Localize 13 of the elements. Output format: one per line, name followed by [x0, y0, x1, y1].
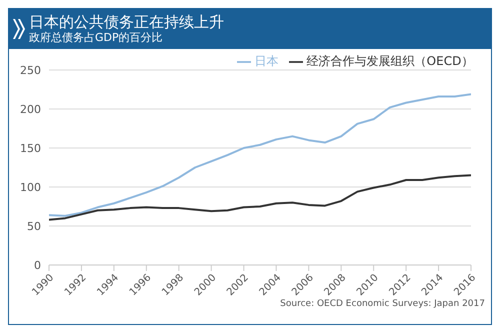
- line-series: [49, 93, 471, 217]
- y-tick-label: 250: [20, 64, 41, 77]
- y-tick-label: 0: [34, 258, 41, 272]
- source-note: Source: OECD Economic Surveys: Japan 2017: [279, 299, 485, 309]
- y-tick-label: 50: [27, 220, 41, 233]
- y-tick-label: 200: [20, 102, 41, 116]
- legend-label: 日本: [254, 54, 279, 68]
- y-tick-label: 150: [20, 142, 41, 155]
- legend-label: 经济合作与发展组织（OECD）: [306, 54, 474, 68]
- y-tick-label: 100: [20, 180, 41, 194]
- line-series: [49, 174, 471, 221]
- chart-title: 日本的公共债务正在持续上升: [29, 13, 224, 31]
- chart-subtitle: 政府总债务占GDP的百分比: [29, 31, 164, 45]
